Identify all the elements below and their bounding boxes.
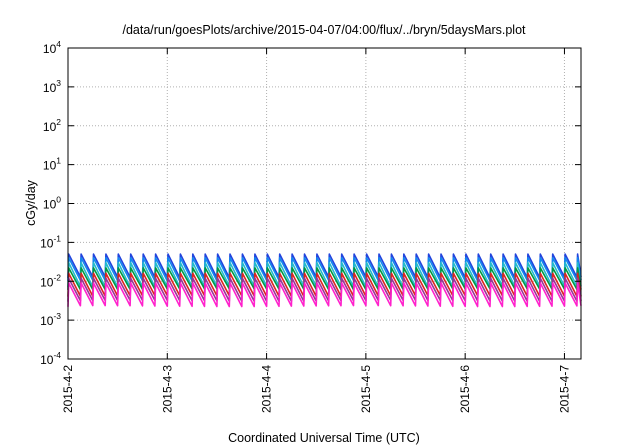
chart-title: /data/run/goesPlots/archive/2015-04-07/0…: [122, 23, 526, 37]
y-tick-base: 10: [40, 353, 54, 367]
y-tick-base: 10: [43, 42, 57, 56]
y-tick-label: 10-3: [40, 311, 61, 328]
y-tick-base: 10: [43, 120, 57, 134]
x-axis-label: Coordinated Universal Time (UTC): [228, 431, 420, 445]
y-tick-base: 10: [43, 198, 57, 212]
y-tick-base: 10: [43, 159, 57, 173]
y-tick-label: 100: [43, 195, 61, 212]
y-tick-label: 10-2: [40, 272, 61, 289]
y-axis-label: cGy/day: [24, 179, 38, 226]
series-line: [67, 282, 582, 308]
ticks: [67, 47, 581, 360]
y-tick-exponent: -1: [53, 233, 61, 243]
y-tick-label: 103: [43, 78, 61, 95]
y-tick-base: 10: [40, 275, 54, 289]
grid: [68, 48, 581, 359]
y-tick-exponent: -2: [53, 272, 61, 282]
y-tick-label: 10-1: [40, 233, 61, 250]
x-tick-label: 2015-4-5: [359, 365, 373, 413]
y-tick-label: 10-4: [40, 350, 61, 367]
x-tick-label: 2015-4-2: [61, 365, 75, 413]
y-tick-base: 10: [40, 236, 54, 250]
x-tick-label: 2015-4-3: [160, 365, 174, 413]
y-tick-exponent: 3: [56, 78, 61, 88]
y-tick-exponent: 1: [56, 156, 61, 166]
y-tick-exponent: -4: [53, 350, 61, 360]
x-tick-labels: 2015-4-2 2015-4-3 2015-4-4 2015-4-5 2015-4-6…: [61, 365, 571, 413]
y-tick-label: 102: [43, 117, 61, 134]
y-tick-base: 10: [43, 81, 57, 95]
series-group: [67, 253, 582, 308]
y-tick-exponent: 0: [56, 195, 61, 205]
x-tick-label: 2015-4-4: [260, 365, 274, 413]
y-tick-base: 10: [40, 314, 54, 328]
plot-frame: [67, 47, 582, 360]
x-tick-label: 2015-4-7: [557, 365, 571, 413]
y-tick-label: 101: [43, 156, 61, 173]
y-tick-exponent: 2: [56, 117, 61, 127]
y-tick-exponent: -3: [53, 311, 61, 321]
y-tick-exponent: 4: [56, 39, 61, 49]
x-tick-label: 2015-4-6: [458, 365, 472, 413]
y-tick-label: 104: [43, 39, 61, 56]
